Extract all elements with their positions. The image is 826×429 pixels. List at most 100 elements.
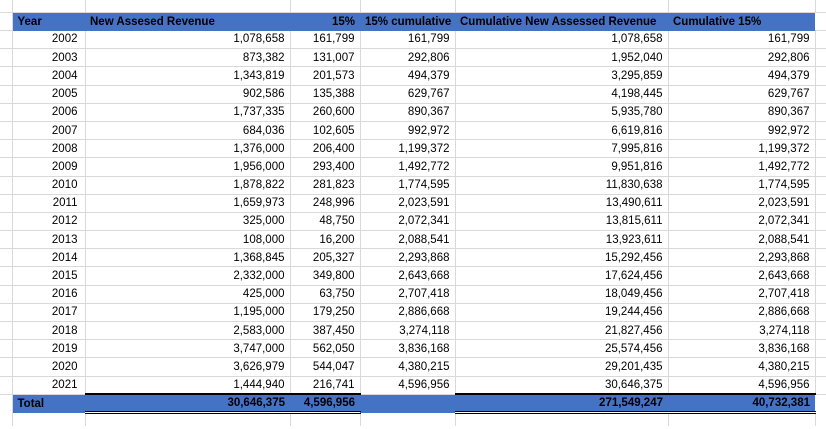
cell-cumulative-new-assessed-revenue[interactable]: 6,619,816 bbox=[455, 121, 669, 141]
cell-cumulative-15pct[interactable]: 494,379 bbox=[668, 66, 816, 86]
cell-15pct[interactable]: 216,741 bbox=[290, 376, 361, 395]
cell-cumulative-15pct[interactable]: 1,199,372 bbox=[668, 139, 816, 159]
cell-year[interactable]: 2017 bbox=[12, 303, 86, 323]
cell-cumulative-15pct[interactable]: 2,707,418 bbox=[668, 285, 816, 304]
cell-15pct-cumulative[interactable]: 4,596,956 bbox=[360, 376, 456, 395]
cell-cumulative-new-assessed-revenue[interactable]: 4,198,445 bbox=[455, 85, 669, 104]
total-label-cell[interactable]: Total bbox=[12, 394, 85, 413]
cell-15pct-cumulative[interactable]: 2,643,668 bbox=[360, 266, 456, 286]
cell-new-assessed-revenue[interactable]: 1,878,822 bbox=[85, 176, 291, 195]
cell-new-assessed-revenue[interactable]: 1,444,940 bbox=[85, 376, 291, 395]
cell-15pct-cumulative[interactable]: 161,799 bbox=[360, 30, 456, 50]
cell-cumulative-15pct[interactable]: 292,806 bbox=[668, 48, 816, 68]
cell-15pct[interactable]: 131,007 bbox=[290, 48, 361, 68]
cell-year[interactable]: 2009 bbox=[12, 157, 86, 177]
cell-15pct-cumulative[interactable]: 2,088,541 bbox=[360, 230, 456, 250]
cell-15pct[interactable]: 102,605 bbox=[290, 121, 361, 141]
cell-cumulative-new-assessed-revenue[interactable]: 5,935,780 bbox=[455, 103, 669, 122]
cell-15pct-cumulative[interactable]: 2,886,668 bbox=[360, 303, 456, 323]
cell-new-assessed-revenue[interactable]: 684,036 bbox=[85, 121, 291, 141]
cell-cumulative-15pct[interactable]: 2,643,668 bbox=[668, 266, 816, 286]
header-15pct-cumulative[interactable]: 15% cumulative bbox=[360, 12, 455, 31]
total-15pct-cell[interactable]: 4,596,956 bbox=[290, 393, 360, 415]
cell-cumulative-new-assessed-revenue[interactable]: 18,049,456 bbox=[455, 285, 669, 304]
cell-cumulative-15pct[interactable]: 629,767 bbox=[668, 85, 816, 104]
cell-15pct[interactable]: 544,047 bbox=[290, 357, 361, 377]
cell-cumulative-new-assessed-revenue[interactable]: 30,646,375 bbox=[455, 376, 669, 395]
cell-15pct[interactable]: 179,250 bbox=[290, 303, 361, 323]
cell-cumulative-new-assessed-revenue[interactable]: 13,815,611 bbox=[455, 212, 669, 232]
cell-cumulative-new-assessed-revenue[interactable]: 17,624,456 bbox=[455, 266, 669, 286]
cell-cumulative-new-assessed-revenue[interactable]: 11,830,638 bbox=[455, 176, 669, 195]
cell-cumulative-15pct[interactable]: 1,492,772 bbox=[668, 157, 816, 177]
cell-15pct-cumulative[interactable]: 292,806 bbox=[360, 48, 456, 68]
header-cumulative-new-assessed-revenue[interactable]: Cumulative New Assessed Revenue bbox=[455, 12, 668, 31]
cell-year[interactable]: 2006 bbox=[12, 103, 86, 122]
cell-15pct-cumulative[interactable]: 2,707,418 bbox=[360, 285, 456, 304]
cell-cumulative-15pct[interactable]: 1,774,595 bbox=[668, 176, 816, 195]
cell-new-assessed-revenue[interactable]: 2,583,000 bbox=[85, 321, 291, 341]
cell-year[interactable]: 2010 bbox=[12, 176, 86, 195]
cell-15pct[interactable]: 205,327 bbox=[290, 248, 361, 268]
cell-year[interactable]: 2008 bbox=[12, 139, 86, 159]
cell-cumulative-new-assessed-revenue[interactable]: 21,827,456 bbox=[455, 321, 669, 341]
cell-new-assessed-revenue[interactable]: 1,737,335 bbox=[85, 103, 291, 122]
cell-15pct[interactable]: 206,400 bbox=[290, 139, 361, 159]
cell-15pct-cumulative[interactable]: 3,836,168 bbox=[360, 339, 456, 359]
cell-15pct[interactable]: 349,800 bbox=[290, 266, 361, 286]
cell-year[interactable]: 2013 bbox=[12, 230, 86, 250]
cell-15pct[interactable]: 161,799 bbox=[290, 30, 361, 50]
cell-new-assessed-revenue[interactable]: 1,368,845 bbox=[85, 248, 291, 268]
cell-cumulative-15pct[interactable]: 2,072,341 bbox=[668, 212, 816, 232]
cell-15pct-cumulative[interactable]: 2,023,591 bbox=[360, 194, 456, 213]
cell-new-assessed-revenue[interactable]: 3,626,979 bbox=[85, 357, 291, 377]
cell-cumulative-15pct[interactable]: 992,972 bbox=[668, 121, 816, 141]
cell-cumulative-15pct[interactable]: 2,293,868 bbox=[668, 248, 816, 268]
cell-year[interactable]: 2020 bbox=[12, 357, 86, 377]
cell-cumulative-new-assessed-revenue[interactable]: 19,244,456 bbox=[455, 303, 669, 323]
cell-cumulative-new-assessed-revenue[interactable]: 1,952,040 bbox=[455, 48, 669, 68]
cell-year[interactable]: 2021 bbox=[12, 376, 86, 395]
cell-new-assessed-revenue[interactable]: 1,956,000 bbox=[85, 157, 291, 177]
cell-year[interactable]: 2014 bbox=[12, 248, 86, 268]
cell-15pct[interactable]: 48,750 bbox=[290, 212, 361, 232]
cell-15pct[interactable]: 63,750 bbox=[290, 285, 361, 304]
cell-new-assessed-revenue[interactable]: 1,078,658 bbox=[85, 30, 291, 50]
cell-cumulative-new-assessed-revenue[interactable]: 3,295,859 bbox=[455, 66, 669, 86]
cell-cumulative-15pct[interactable]: 890,367 bbox=[668, 103, 816, 122]
cell-15pct-cumulative[interactable]: 4,380,215 bbox=[360, 357, 456, 377]
cell-new-assessed-revenue[interactable]: 873,382 bbox=[85, 48, 291, 68]
cell-cumulative-new-assessed-revenue[interactable]: 15,292,456 bbox=[455, 248, 669, 268]
total-cumulative-15pct-cell[interactable]: 40,732,381 bbox=[668, 393, 815, 415]
cell-new-assessed-revenue[interactable]: 325,000 bbox=[85, 212, 291, 232]
total-15pct-cumulative-cell[interactable] bbox=[360, 394, 455, 413]
cell-15pct-cumulative[interactable]: 3,274,118 bbox=[360, 321, 456, 341]
cell-year[interactable]: 2012 bbox=[12, 212, 86, 232]
cell-year[interactable]: 2004 bbox=[12, 66, 86, 86]
header-15pct[interactable]: 15% bbox=[290, 12, 360, 31]
cell-year[interactable]: 2016 bbox=[12, 285, 86, 304]
cell-year[interactable]: 2005 bbox=[12, 85, 86, 104]
cell-cumulative-15pct[interactable]: 4,596,956 bbox=[668, 376, 816, 395]
cell-15pct-cumulative[interactable]: 2,072,341 bbox=[360, 212, 456, 232]
cell-cumulative-15pct[interactable]: 3,274,118 bbox=[668, 321, 816, 341]
cell-cumulative-15pct[interactable]: 3,836,168 bbox=[668, 339, 816, 359]
cell-15pct[interactable]: 201,573 bbox=[290, 66, 361, 86]
cell-year[interactable]: 2007 bbox=[12, 121, 86, 141]
cell-15pct[interactable]: 293,400 bbox=[290, 157, 361, 177]
cell-cumulative-new-assessed-revenue[interactable]: 7,995,816 bbox=[455, 139, 669, 159]
cell-15pct-cumulative[interactable]: 1,774,595 bbox=[360, 176, 456, 195]
cell-new-assessed-revenue[interactable]: 902,586 bbox=[85, 85, 291, 104]
cell-15pct-cumulative[interactable]: 1,492,772 bbox=[360, 157, 456, 177]
cell-new-assessed-revenue[interactable]: 1,376,000 bbox=[85, 139, 291, 159]
cell-15pct[interactable]: 387,450 bbox=[290, 321, 361, 341]
cell-15pct-cumulative[interactable]: 494,379 bbox=[360, 66, 456, 86]
cell-15pct-cumulative[interactable]: 1,199,372 bbox=[360, 139, 456, 159]
cell-15pct-cumulative[interactable]: 890,367 bbox=[360, 103, 456, 122]
cell-cumulative-15pct[interactable]: 2,088,541 bbox=[668, 230, 816, 250]
total-new-assessed-revenue-cell[interactable]: 30,646,375 bbox=[85, 393, 290, 415]
cell-15pct[interactable]: 562,050 bbox=[290, 339, 361, 359]
cell-new-assessed-revenue[interactable]: 1,195,000 bbox=[85, 303, 291, 323]
cell-new-assessed-revenue[interactable]: 108,000 bbox=[85, 230, 291, 250]
header-new-assessed-revenue[interactable]: New Assesed Revenue bbox=[85, 12, 290, 31]
